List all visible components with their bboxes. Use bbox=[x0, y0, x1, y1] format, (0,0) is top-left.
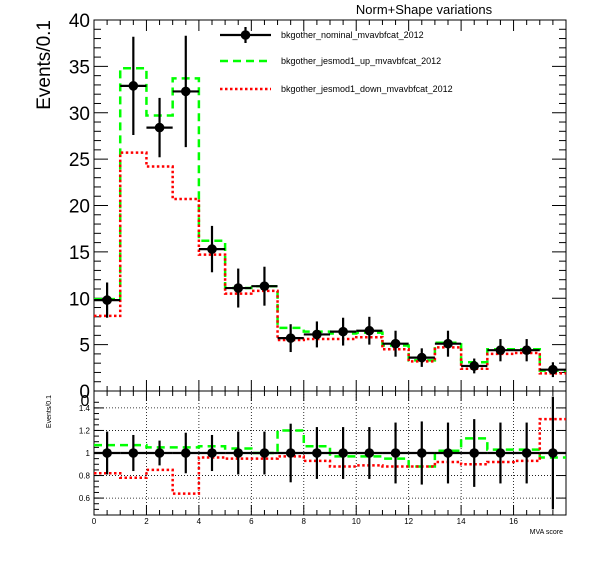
lower-y-axis-label: Events/0.1 bbox=[46, 395, 53, 428]
ratio-data-point bbox=[443, 448, 453, 458]
nominal-data-point bbox=[102, 295, 112, 305]
ratio-data-point bbox=[207, 448, 217, 458]
ratio-data-point bbox=[285, 448, 296, 458]
nominal-data-point bbox=[154, 122, 165, 133]
nominal-data-point bbox=[495, 345, 506, 355]
ratio-data-point bbox=[364, 448, 375, 458]
lower-y-tick-label: 0.8 bbox=[79, 472, 91, 481]
nominal-data-point bbox=[338, 326, 348, 337]
ratio-down-variation-line bbox=[94, 417, 566, 495]
ratio-data-point bbox=[469, 448, 480, 458]
upper-y-tick-label: 20 bbox=[69, 197, 90, 218]
ratio-data-point bbox=[154, 448, 165, 458]
nominal-data-point bbox=[443, 338, 453, 349]
lower-x-tick-label: 2 bbox=[144, 517, 149, 526]
nominal-data-point bbox=[312, 329, 322, 340]
nominal-data-point bbox=[548, 364, 558, 375]
x-axis-label: MVA score bbox=[530, 529, 563, 536]
ratio-data-point bbox=[416, 448, 427, 458]
upper-y-axis-label: Events/0.1 bbox=[34, 20, 55, 110]
lower-y-tick-label: 1.4 bbox=[79, 404, 91, 413]
up-variation-series-line bbox=[94, 66, 566, 372]
upper-y-tick-label: 30 bbox=[69, 104, 90, 125]
nominal-data-point bbox=[416, 352, 427, 363]
legend-nominal-marker bbox=[240, 30, 251, 40]
upper-y-tick-label: 40 bbox=[69, 11, 90, 32]
nominal-data-point bbox=[521, 345, 532, 355]
lower-x-tick-label: 10 bbox=[352, 517, 361, 526]
nominal-data-point bbox=[180, 86, 191, 97]
nominal-data-point bbox=[390, 338, 401, 349]
nominal-data-point bbox=[469, 361, 480, 371]
upper-pad: 0 5 10 15 20 25 30 35 40 bbox=[69, 11, 567, 403]
legend: bkgother_nominal_mvavbfcat_2012 bkgother_… bbox=[220, 27, 453, 94]
lower-y-tick-label: 1.2 bbox=[79, 426, 91, 435]
ratio-data-point bbox=[233, 448, 244, 458]
ratio-data-point bbox=[548, 448, 558, 458]
nominal-data-point bbox=[233, 283, 244, 293]
ratio-data-point bbox=[521, 448, 532, 458]
lower-x-tick-label: 6 bbox=[249, 517, 254, 526]
lower-y-tick-label: 1 bbox=[86, 449, 91, 458]
upper-y-tick-label: 0 bbox=[79, 382, 90, 403]
ratio-data-point bbox=[495, 448, 506, 458]
lower-x-tick-label: 16 bbox=[509, 517, 518, 526]
ratio-data-point bbox=[259, 448, 270, 458]
ratio-data-point bbox=[338, 448, 348, 458]
upper-y-tick-label: 5 bbox=[79, 336, 90, 357]
down-variation-series-line bbox=[94, 151, 566, 375]
ratio-up-variation-line bbox=[94, 429, 566, 468]
chart-title: Norm+Shape variations bbox=[356, 2, 493, 17]
legend-entry-label: bkgother_jesmod1_down_mvavbfcat_2012 bbox=[281, 84, 453, 94]
lower-y-tick-label: 0.6 bbox=[79, 494, 91, 503]
upper-y-tick-label: 10 bbox=[69, 289, 90, 310]
nominal-data-point bbox=[364, 325, 375, 336]
lower-x-tick-label: 14 bbox=[457, 517, 466, 526]
lower-x-tick-label: 8 bbox=[302, 517, 307, 526]
ratio-data-point bbox=[102, 448, 112, 458]
legend-entry-label: bkgother_nominal_mvavbfcat_2012 bbox=[281, 30, 424, 40]
ratio-data-point bbox=[390, 448, 401, 458]
ratio-data-point bbox=[128, 448, 139, 458]
lower-x-tick-label: 12 bbox=[404, 517, 413, 526]
upper-y-tick-label: 35 bbox=[69, 57, 90, 78]
ratio-data-point bbox=[312, 448, 322, 458]
upper-y-tick-label: 25 bbox=[69, 150, 90, 171]
lower-x-tick-label: 0 bbox=[92, 517, 97, 526]
lower-x-tick-label: 4 bbox=[197, 517, 202, 526]
nominal-data-point bbox=[285, 333, 296, 343]
nominal-data-point bbox=[207, 244, 217, 254]
upper-overflow-tick-label: 0 bbox=[81, 393, 90, 410]
lower-pad: 0.60.811.21.40 2 4 6 8 10 12 14 16 bbox=[79, 390, 567, 526]
legend-entry-label: bkgother_jesmod1_up_mvavbfcat_2012 bbox=[281, 56, 441, 66]
nominal-data-point bbox=[128, 81, 139, 91]
nominal-data-point bbox=[259, 281, 270, 291]
ratio-data-point bbox=[180, 448, 191, 458]
upper-y-tick-label: 15 bbox=[69, 243, 90, 264]
